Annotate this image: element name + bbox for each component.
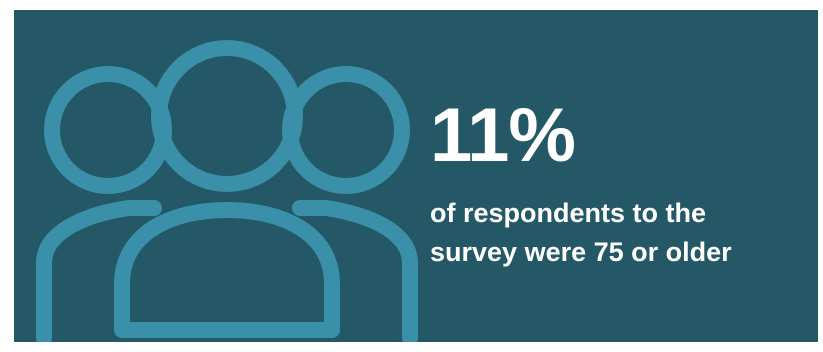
stat-caption-line-2: survey were 75 or older <box>430 237 732 267</box>
left-person-body <box>36 200 162 342</box>
center-person-body <box>114 202 340 338</box>
center-person-head <box>151 40 303 192</box>
people-group-icon-graphic <box>36 40 418 342</box>
stat-caption: of respondents to the survey were 75 or … <box>430 194 810 272</box>
stat-card: 11% of respondents to the survey were 75… <box>14 10 818 342</box>
left-person-head <box>44 66 172 194</box>
right-person-body <box>292 200 418 342</box>
right-person-head <box>282 66 410 194</box>
stat-caption-line-1: of respondents to the <box>430 198 706 228</box>
people-group-icon <box>36 38 418 342</box>
stat-value: 11% <box>430 93 576 178</box>
stat-block: 11% of respondents to the survey were 75… <box>430 96 810 272</box>
